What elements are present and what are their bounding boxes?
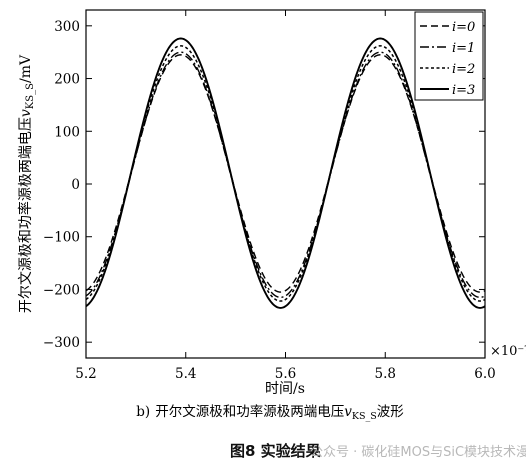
legend-label: i=0 [452, 20, 475, 35]
caption-sub: KS_S [352, 411, 377, 422]
x-tick-label: 5.2 [75, 366, 96, 382]
y-tick-label: 200 [54, 72, 80, 88]
x-tick-label: 5.8 [375, 366, 396, 382]
y-axis-label-unit: /mV [18, 54, 34, 83]
y-tick-label: −200 [43, 282, 80, 298]
caption-prefix: b) [136, 404, 150, 420]
x-tick-label: 5.6 [275, 366, 296, 382]
y-tick-label: 0 [71, 177, 80, 193]
caption-text: 开尔文源极和功率源极两端电压 [155, 403, 344, 420]
y-axis-label-text: 开尔文源极和功率源极两端电压 [17, 117, 34, 313]
series-group [86, 37, 485, 309]
y-tick-label: −100 [43, 230, 80, 246]
x-axis-ticks: 5.2 5.4 5.6 5.8 6.0 [75, 10, 496, 382]
legend: i=0 i=1 i=2 i=3 [414, 11, 484, 101]
x-tick-label: 6.0 [474, 366, 495, 382]
series-line-1 [86, 51, 485, 299]
legend-label: i=3 [452, 83, 475, 98]
y-tick-label: 100 [54, 124, 80, 140]
y-axis-label-var: v [18, 109, 34, 117]
watermark: 公众号 · 碳化硅MOS与SiC模块技术漫谈 [310, 445, 526, 460]
y-axis-label-sub: KS_S [25, 83, 36, 109]
figure-label: 图8 实验结果 [230, 442, 322, 460]
series-line-3 [86, 37, 485, 309]
x-multiplier: ×10⁻⁷ [490, 344, 526, 359]
caption-suffix: 波形 [377, 404, 404, 420]
caption-var: v [344, 404, 352, 420]
y-tick-label: −300 [43, 335, 80, 351]
legend-label: i=2 [452, 62, 475, 77]
legend-label: i=1 [452, 41, 475, 56]
caption: b) 开尔文源极和功率源极两端电压vKS_S波形 [136, 403, 404, 422]
x-tick-label: 5.4 [175, 366, 196, 382]
y-tick-label: 300 [54, 19, 80, 35]
x-axis-label: 时间/s [265, 381, 305, 397]
y-axis-label: 开尔文源极和功率源极两端电压vKS_S/mV [17, 54, 36, 313]
